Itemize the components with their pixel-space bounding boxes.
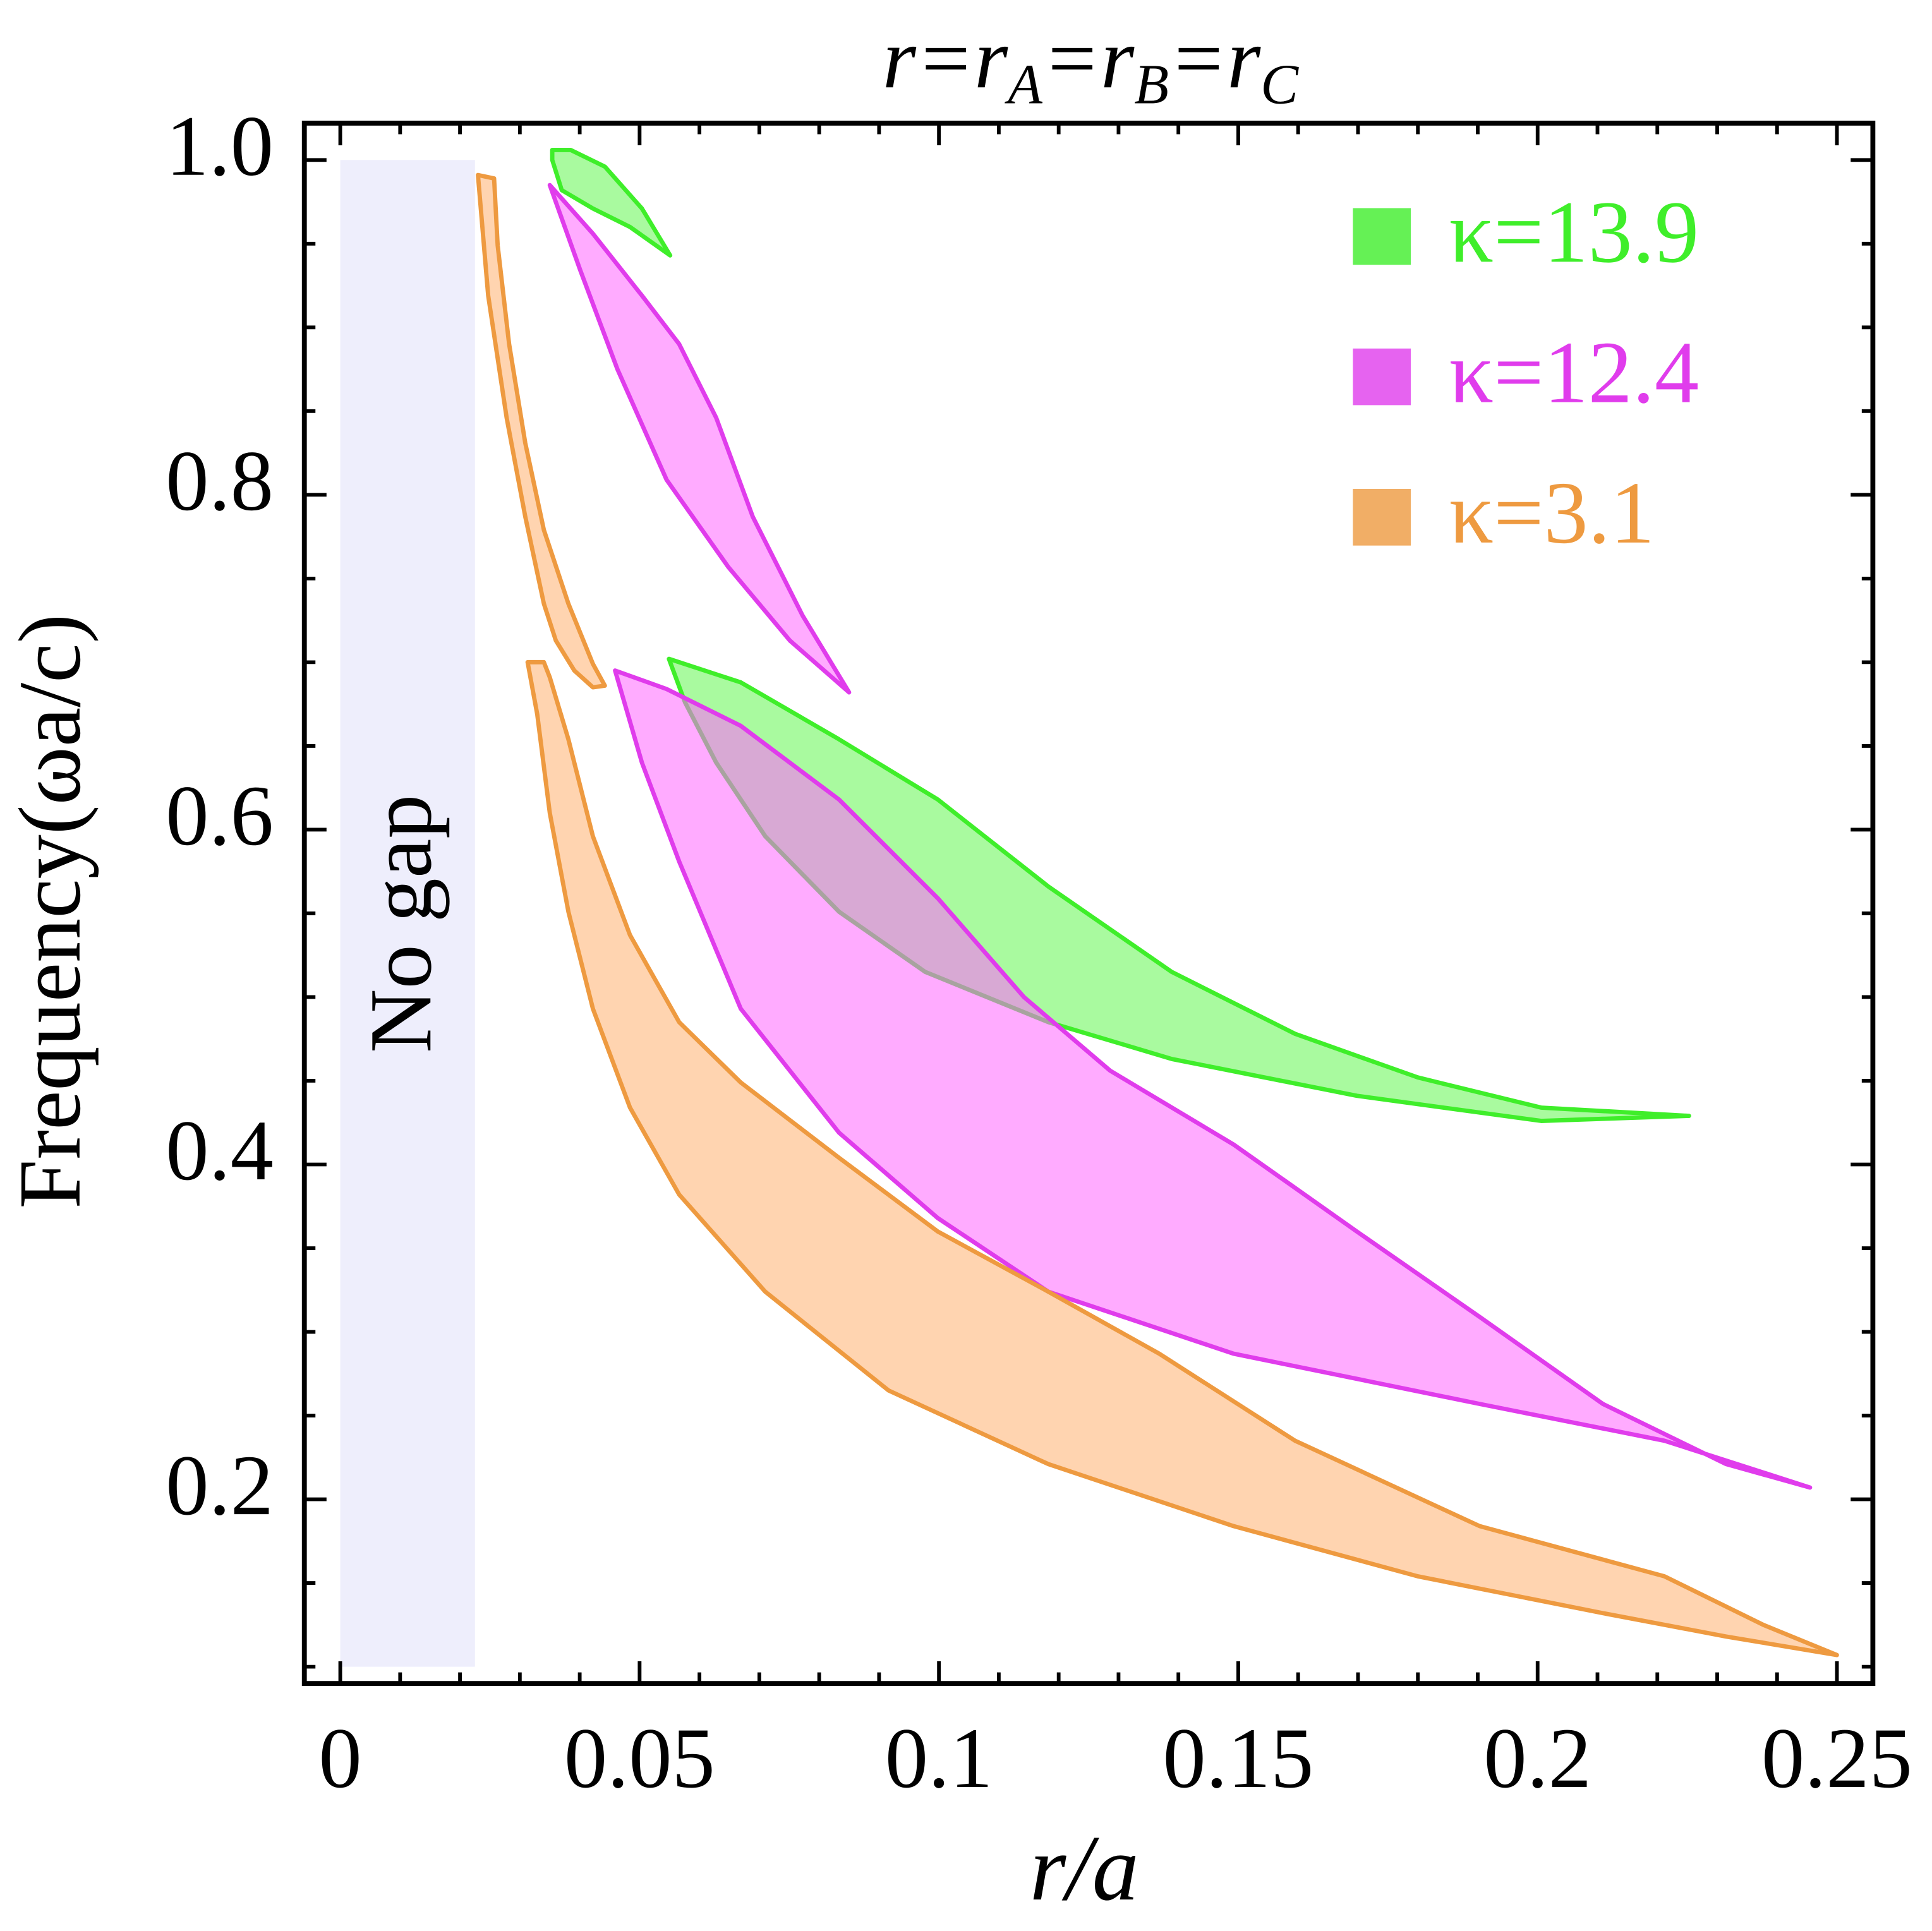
x-tick-label: 0.1 (885, 1710, 993, 1806)
gap-region (550, 148, 673, 258)
chart-title: r=rA=rB=rC (883, 11, 1299, 116)
data-layer (476, 148, 1839, 1657)
gap-region (613, 668, 1813, 1490)
no-gap-label: No gap (352, 795, 450, 1053)
title-subscript: B (1134, 53, 1169, 116)
x-tick-label: 0 (318, 1710, 361, 1806)
x-tick-label: 0.25 (1761, 1710, 1912, 1806)
axis-layer: 0 0.05 0.1 0.15 0.2 0.25 0.2 0.4 0.6 0.8 1.0 κ=13.9… (166, 98, 1912, 1806)
x-tick-label: 0.05 (564, 1710, 715, 1806)
y-tick-label: 1.0 (166, 98, 274, 194)
gap-region (547, 183, 852, 695)
gap-region (525, 659, 1839, 1657)
legend-label: κ=13.9 (1449, 183, 1700, 281)
title-subscript: A (1005, 53, 1043, 116)
y-tick-label: 0.4 (166, 1102, 274, 1198)
title-subscript: C (1260, 53, 1299, 116)
legend-swatch (1353, 348, 1411, 406)
background-layer: No gap (340, 160, 475, 1667)
title-part: =r (1169, 11, 1261, 107)
y-tick-label: 0.2 (166, 1437, 274, 1533)
legend-swatch (1353, 488, 1411, 546)
legend-swatch (1353, 208, 1411, 265)
y-axis-label: Frequency(ωa/c) (1, 614, 99, 1209)
y-tick-label: 0.8 (166, 433, 274, 529)
y-tick-label: 0.6 (166, 767, 274, 863)
title-part: =r (1042, 11, 1135, 107)
title-part: r=r (883, 11, 1008, 107)
plot-frame (301, 121, 1876, 1687)
x-tick-label: 0.15 (1162, 1710, 1313, 1806)
x-axis-label: r/a (1030, 1817, 1139, 1920)
x-tick-label: 0.2 (1483, 1710, 1591, 1806)
legend-label: κ=3.1 (1449, 464, 1655, 562)
legend-label: κ=12.4 (1449, 324, 1700, 422)
gap-region (476, 172, 607, 690)
no-gap-region (340, 160, 475, 1667)
